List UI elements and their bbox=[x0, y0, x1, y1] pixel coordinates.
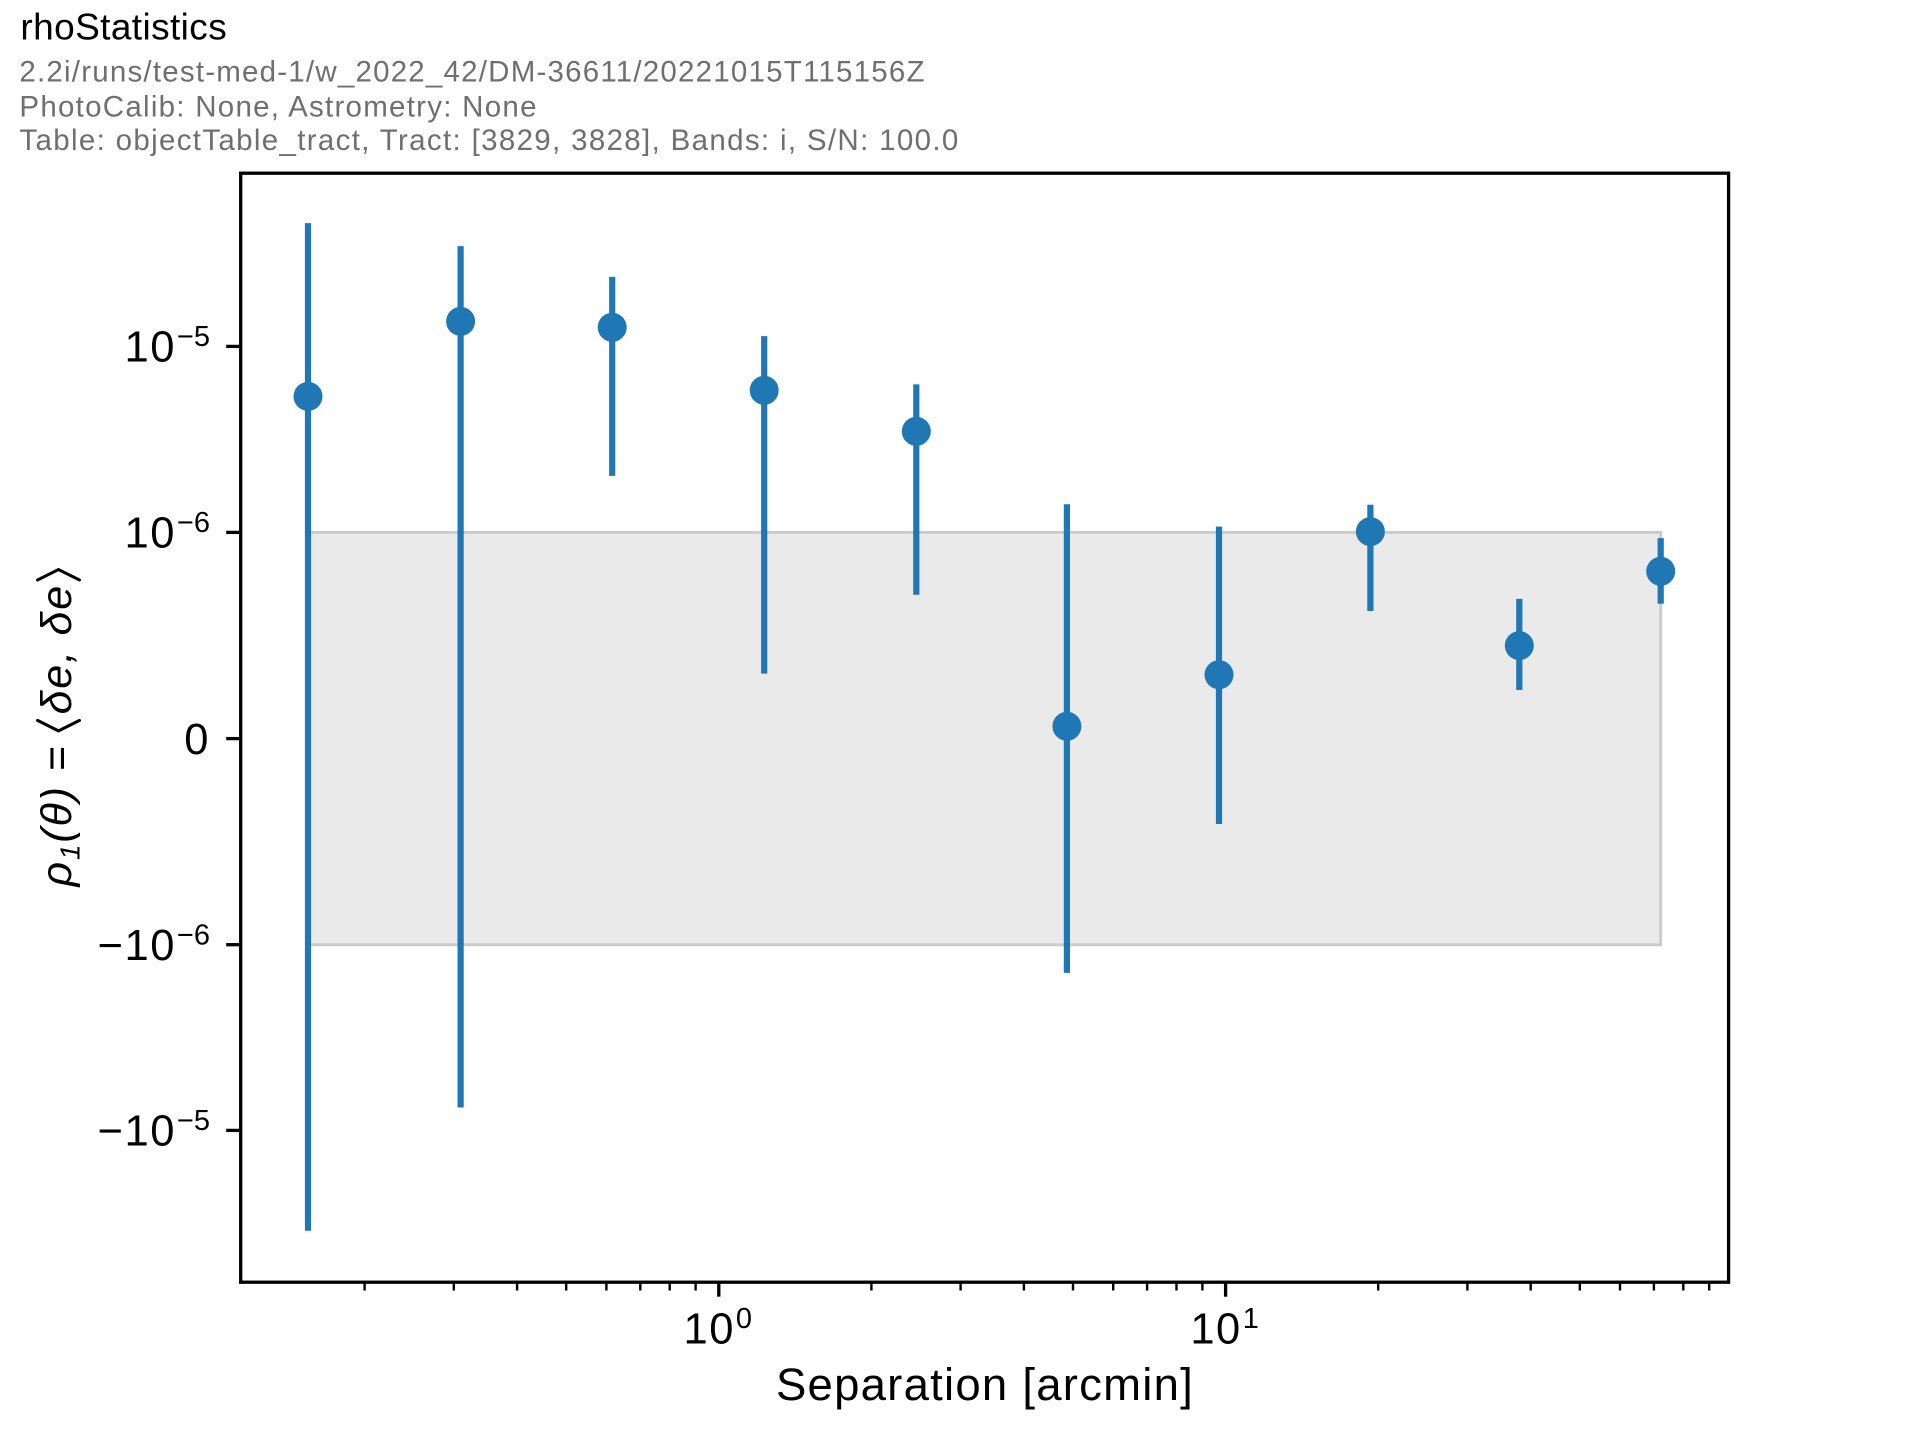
svg-text:δe, δe: δe, δe bbox=[33, 584, 81, 714]
svg-text:10−6: 10−6 bbox=[125, 507, 210, 558]
svg-text:101: 101 bbox=[1190, 1303, 1259, 1354]
svg-text:10−5: 10−5 bbox=[125, 321, 210, 372]
svg-text:0: 0 bbox=[184, 716, 210, 764]
svg-text:Separation [arcmin]: Separation [arcmin] bbox=[776, 1359, 1194, 1410]
svg-text:(θ) =: (θ) = bbox=[33, 745, 81, 843]
svg-text:Table: objectTable_tract, Trac: Table: objectTable_tract, Tract: [3829, … bbox=[19, 124, 959, 157]
svg-text:−10−5: −10−5 bbox=[98, 1105, 210, 1156]
svg-text:1: 1 bbox=[55, 843, 86, 860]
svg-text:PhotoCalib: None, Astrometry:: PhotoCalib: None, Astrometry: None bbox=[19, 90, 537, 123]
svg-text:100: 100 bbox=[684, 1303, 753, 1354]
svg-text:2.2i/runs/test-med-1/w_2022_42: 2.2i/runs/test-med-1/w_2022_42/DM-36611/… bbox=[19, 56, 925, 89]
svg-text:ρ: ρ bbox=[33, 860, 81, 888]
svg-text:−10−6: −10−6 bbox=[98, 919, 210, 970]
svg-text:rhoStatistics: rhoStatistics bbox=[20, 7, 227, 48]
